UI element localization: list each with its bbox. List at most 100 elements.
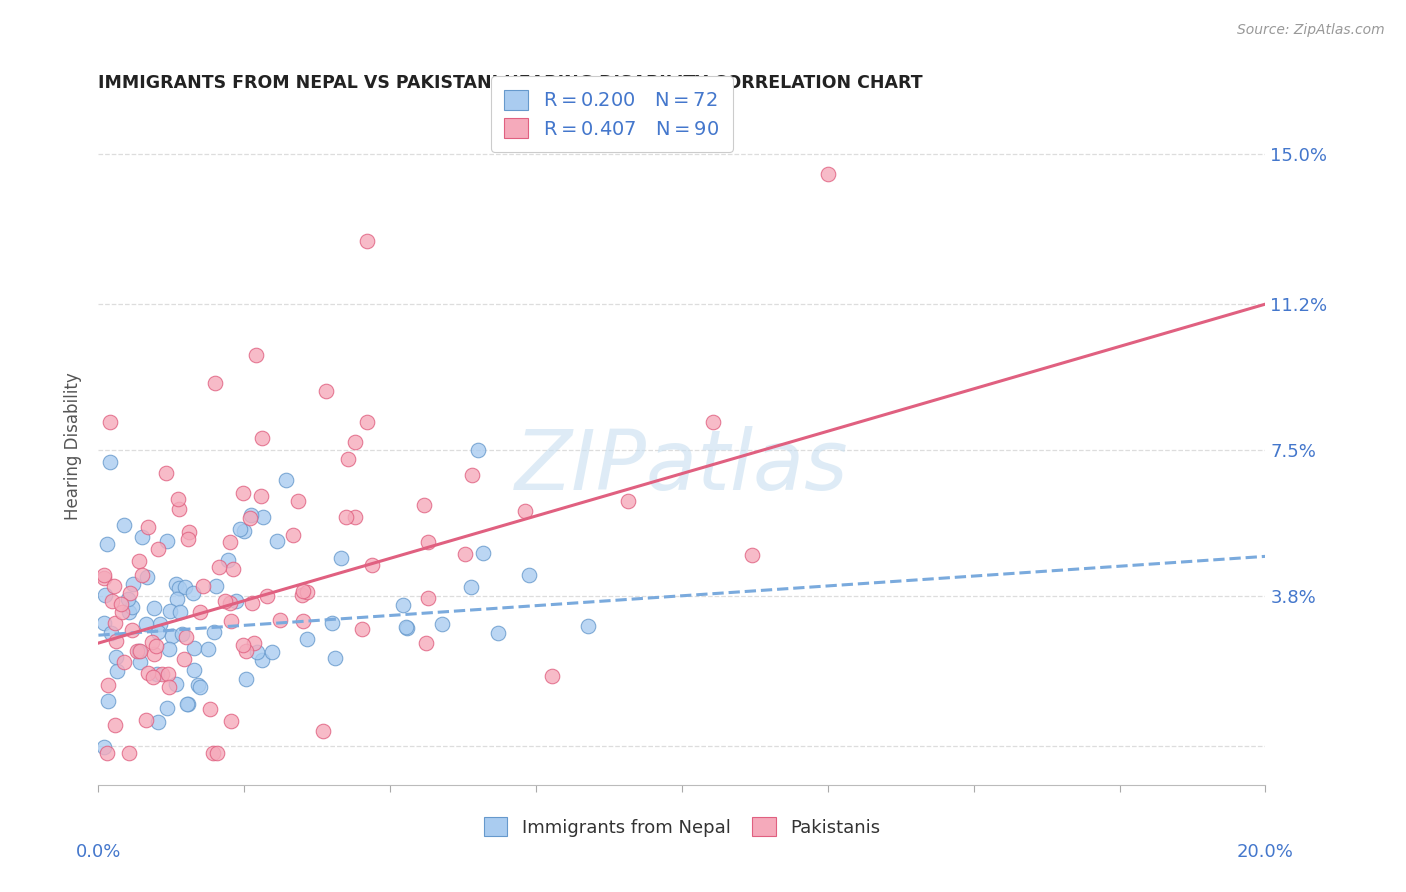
Point	[361, 558, 384, 572]
Point	[121, 623, 143, 637]
Point	[486, 625, 509, 640]
Point	[157, 680, 180, 694]
Point	[702, 415, 724, 429]
Point	[395, 621, 418, 635]
Point	[297, 584, 319, 599]
Point	[292, 614, 315, 628]
Point	[395, 620, 418, 634]
Point	[576, 619, 599, 633]
Point	[96, 747, 118, 761]
Point	[118, 747, 141, 761]
Point	[344, 510, 367, 524]
Point	[232, 486, 254, 500]
Point	[202, 625, 225, 640]
Point	[156, 667, 179, 681]
Point	[207, 747, 229, 761]
Point	[97, 694, 120, 708]
Point	[197, 642, 219, 657]
Point	[415, 636, 437, 650]
Point	[233, 524, 256, 538]
Point	[205, 579, 228, 593]
Point	[118, 586, 141, 600]
Point	[105, 633, 128, 648]
Point	[128, 554, 150, 568]
Point	[96, 537, 118, 551]
Point	[121, 576, 143, 591]
Point	[229, 522, 252, 536]
Point	[93, 739, 115, 754]
Point	[135, 570, 157, 584]
Point	[167, 502, 190, 516]
Point	[131, 531, 153, 545]
Text: 0.0%: 0.0%	[76, 843, 121, 862]
Point	[105, 649, 128, 664]
Point	[103, 717, 125, 731]
Point	[125, 644, 148, 658]
Point	[93, 616, 115, 631]
Point	[204, 376, 226, 390]
Point	[166, 592, 188, 607]
Point	[741, 548, 763, 562]
Point	[430, 617, 453, 632]
Point	[143, 648, 166, 662]
Point	[453, 547, 475, 561]
Point	[260, 645, 283, 659]
Point	[145, 639, 167, 653]
Point	[513, 504, 536, 518]
Point	[221, 714, 243, 728]
Point	[183, 640, 205, 655]
Point	[416, 591, 439, 606]
Point	[110, 605, 132, 619]
Point	[136, 666, 159, 681]
Point	[162, 630, 184, 644]
Point	[128, 655, 150, 669]
Point	[136, 520, 159, 534]
Point	[219, 614, 242, 628]
Point	[312, 723, 335, 738]
Point	[252, 509, 274, 524]
Point	[239, 511, 262, 525]
Point	[117, 591, 139, 606]
Text: Source: ZipAtlas.com: Source: ZipAtlas.com	[1237, 23, 1385, 37]
Point	[118, 605, 141, 619]
Point	[416, 535, 439, 549]
Point	[156, 701, 179, 715]
Point	[176, 698, 198, 712]
Y-axis label: Hearing Disability: Hearing Disability	[65, 372, 83, 520]
Point	[174, 631, 197, 645]
Point	[817, 167, 839, 181]
Point	[157, 641, 180, 656]
Point	[329, 551, 352, 566]
Point	[173, 651, 195, 665]
Point	[141, 635, 163, 649]
Point	[188, 605, 211, 619]
Point	[128, 644, 150, 658]
Point	[336, 452, 359, 467]
Point	[183, 586, 205, 600]
Point	[193, 579, 215, 593]
Point	[159, 604, 181, 618]
Point	[149, 617, 172, 632]
Point	[214, 594, 236, 608]
Point	[269, 614, 291, 628]
Point	[128, 644, 150, 658]
Point	[276, 473, 298, 487]
Point	[250, 490, 273, 504]
Point	[170, 627, 193, 641]
Point	[98, 455, 121, 469]
Point	[190, 680, 212, 694]
Point	[222, 562, 245, 576]
Point	[250, 653, 273, 667]
Point	[112, 518, 135, 533]
Point	[321, 615, 343, 630]
Point	[174, 580, 197, 594]
Point	[156, 533, 179, 548]
Point	[143, 600, 166, 615]
Point	[460, 580, 482, 594]
Point	[240, 508, 263, 522]
Point	[218, 596, 240, 610]
Point	[105, 664, 128, 678]
Point	[169, 605, 191, 619]
Point	[148, 624, 170, 639]
Point	[169, 581, 191, 595]
